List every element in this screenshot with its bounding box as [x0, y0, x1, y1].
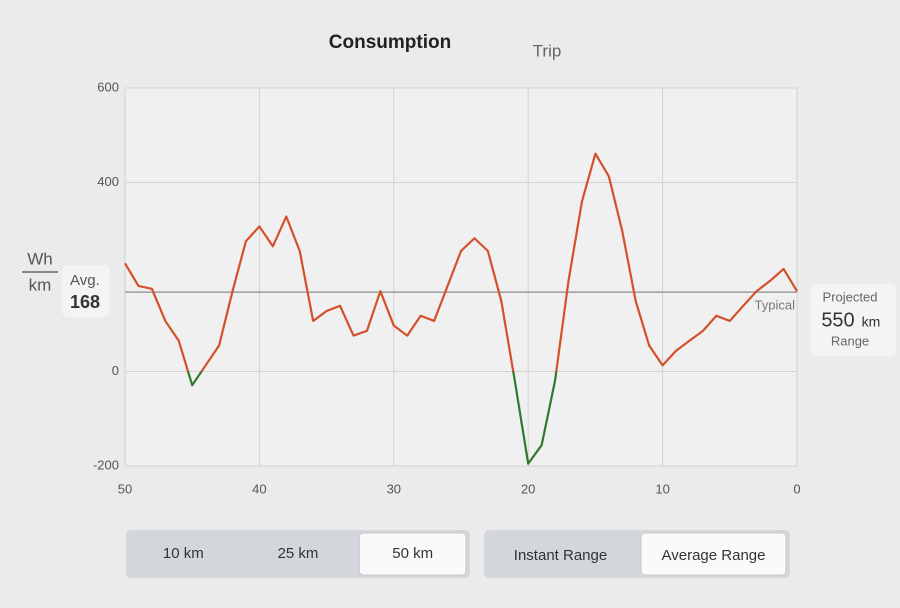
- avg-box: [62, 265, 110, 317]
- distance-button[interactable]: 50 km: [392, 545, 433, 562]
- buttons: 10 km 25 km 50 km Instant Range Average Rang…: [163, 532, 787, 576]
- tab[interactable]: Consumption: [329, 32, 451, 53]
- unit-top: Wh: [27, 249, 53, 268]
- projected-unit: km: [862, 314, 881, 330]
- plot-area: [124, 87, 798, 467]
- unit-bottom: km: [29, 275, 52, 294]
- y-tick-label: 0: [112, 363, 119, 378]
- projected-box: [810, 284, 896, 356]
- tab[interactable]: Trip: [533, 41, 562, 60]
- x-tick-label: 30: [387, 481, 401, 496]
- x-tick-label: 10: [655, 481, 669, 496]
- y-tick-label: 400: [97, 174, 119, 189]
- x-tick-label: 50: [118, 481, 132, 496]
- avg-value: 168: [70, 292, 100, 312]
- button-selected: [358, 532, 467, 576]
- projected-value: 550: [821, 309, 854, 331]
- consumption-line: [124, 152, 798, 465]
- range-button[interactable]: Instant Range: [514, 547, 607, 564]
- projected-sublabel: Range: [831, 333, 869, 348]
- distance-button[interactable]: 25 km: [278, 545, 319, 562]
- plot: -200 0 400 600 50 40 30 20 10 0 Typical: [93, 79, 801, 496]
- distance-button[interactable]: 10 km: [163, 545, 204, 562]
- projected-label: Projected: [823, 289, 878, 304]
- typical-label: Typical: [755, 298, 796, 313]
- y-tick-label: 600: [97, 79, 119, 94]
- x-tick-label: 40: [252, 481, 266, 496]
- y-tick-label: -200: [93, 457, 119, 472]
- x-tick-label: 0: [793, 481, 800, 496]
- x-tick-label: 20: [521, 481, 535, 496]
- button-selected: [640, 532, 787, 576]
- range-button[interactable]: Average Range: [662, 547, 766, 564]
- avg-label: Avg.: [70, 272, 100, 289]
